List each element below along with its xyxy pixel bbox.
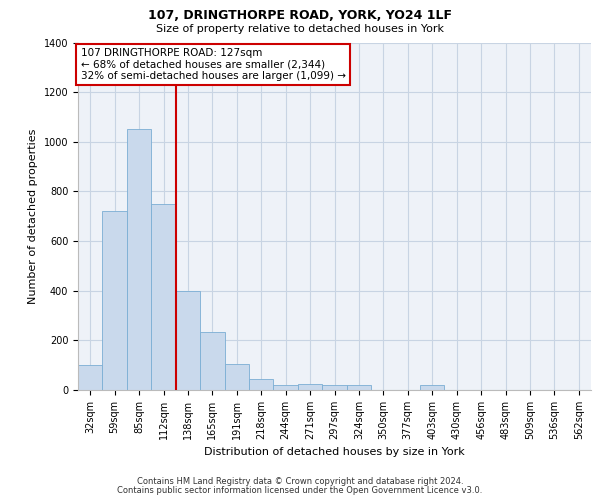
- Bar: [420, 385, 445, 390]
- Text: 107 DRINGTHORPE ROAD: 127sqm
← 68% of detached houses are smaller (2,344)
32% of: 107 DRINGTHORPE ROAD: 127sqm ← 68% of de…: [80, 48, 346, 81]
- Text: Size of property relative to detached houses in York: Size of property relative to detached ho…: [156, 24, 444, 34]
- Bar: [103, 212, 127, 390]
- Bar: [249, 379, 274, 390]
- Y-axis label: Number of detached properties: Number of detached properties: [28, 128, 38, 304]
- Bar: [151, 204, 176, 390]
- Text: Contains public sector information licensed under the Open Government Licence v3: Contains public sector information licen…: [118, 486, 482, 495]
- Bar: [176, 290, 200, 390]
- Bar: [347, 385, 371, 390]
- Bar: [274, 385, 298, 390]
- Bar: [298, 384, 322, 390]
- Bar: [127, 130, 151, 390]
- Text: Contains HM Land Registry data © Crown copyright and database right 2024.: Contains HM Land Registry data © Crown c…: [137, 477, 463, 486]
- Bar: [78, 365, 103, 390]
- X-axis label: Distribution of detached houses by size in York: Distribution of detached houses by size …: [204, 448, 465, 458]
- Bar: [224, 364, 249, 390]
- Bar: [200, 332, 224, 390]
- Bar: [322, 385, 347, 390]
- Text: 107, DRINGTHORPE ROAD, YORK, YO24 1LF: 107, DRINGTHORPE ROAD, YORK, YO24 1LF: [148, 9, 452, 22]
